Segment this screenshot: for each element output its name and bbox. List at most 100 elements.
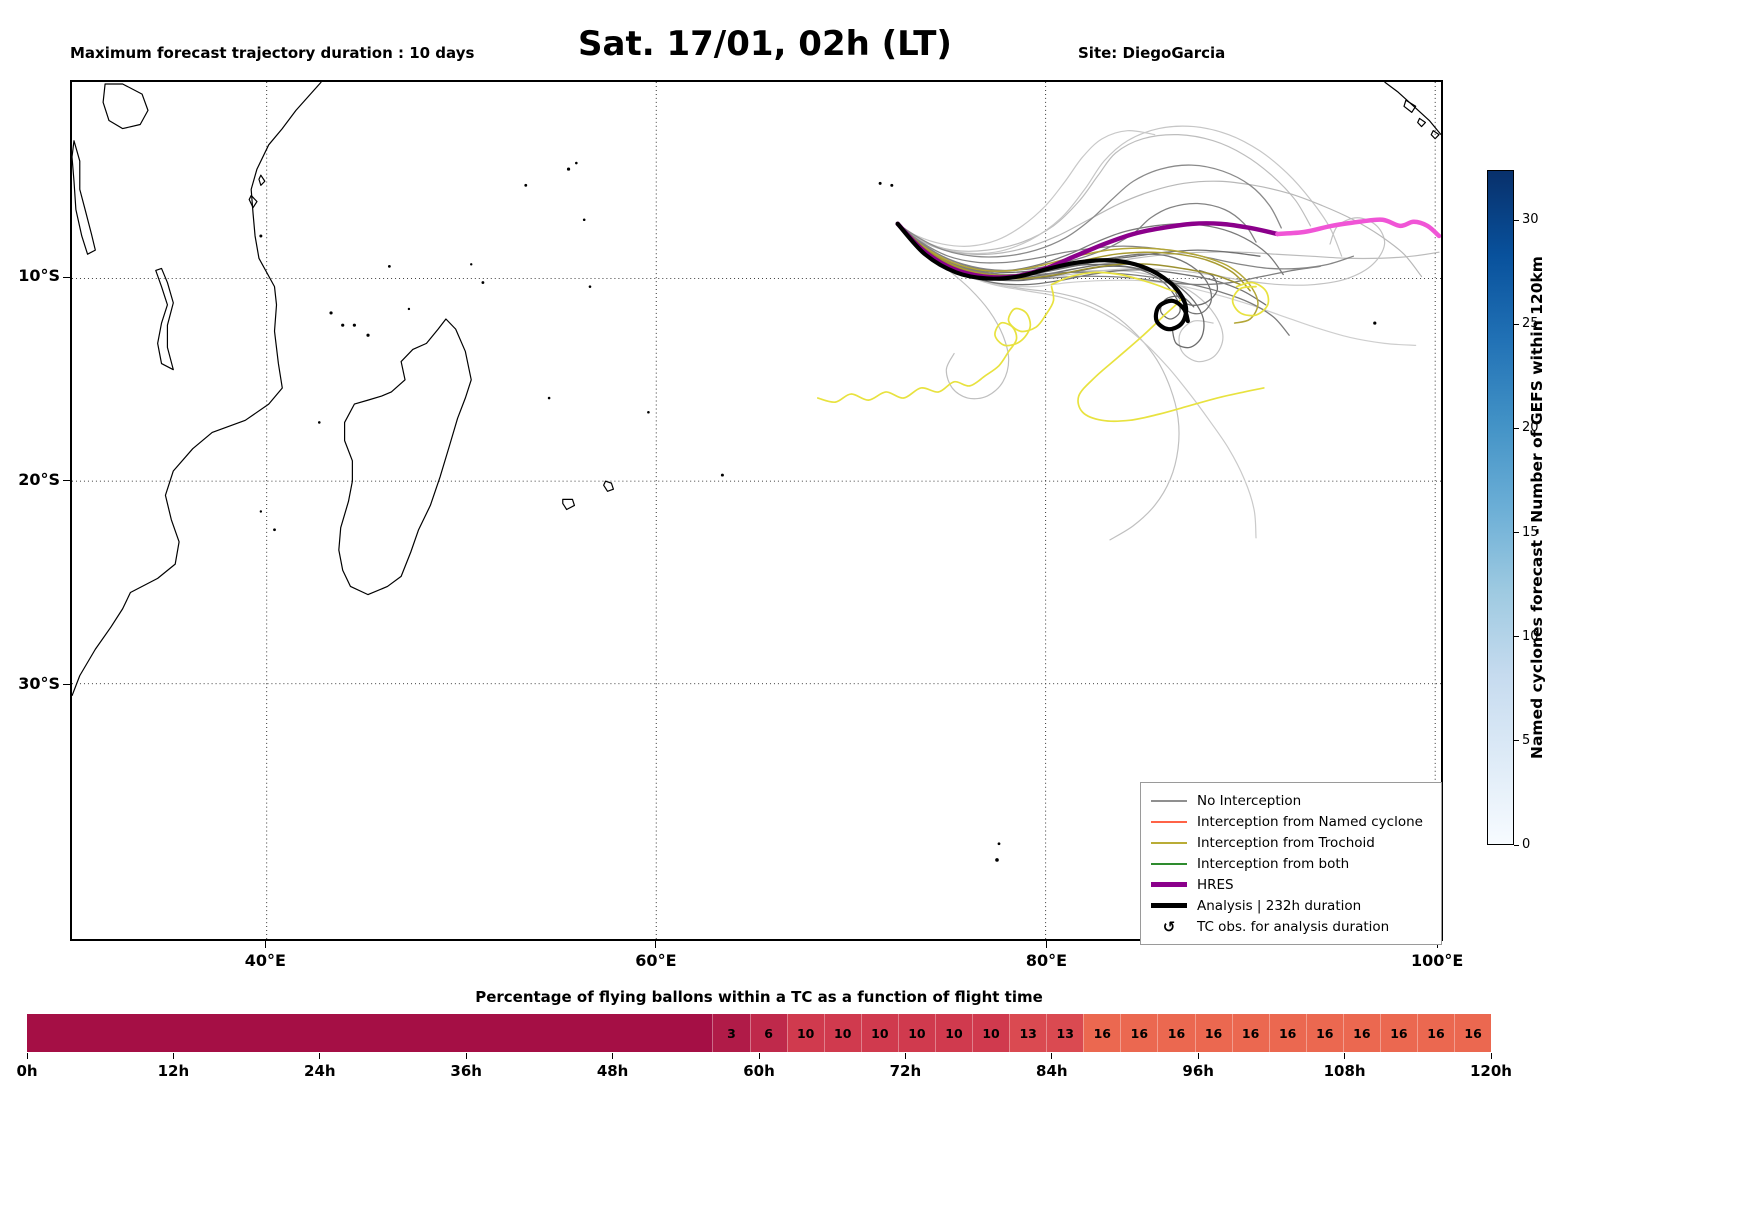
colorbar-tick-label: 30: [1522, 212, 1539, 227]
bar-segment: 10: [897, 1014, 935, 1052]
island-dot: [341, 323, 345, 327]
colorbar-tick-label: 10: [1522, 628, 1539, 644]
island-dot: [720, 473, 724, 477]
bar-segment: [63, 1014, 100, 1052]
island-dot: [407, 307, 411, 311]
island-dot: [588, 285, 592, 288]
bar-segment: 16: [1083, 1014, 1121, 1052]
legend-line-sample: [1151, 862, 1187, 865]
coastline-lake-victoria: [102, 83, 149, 130]
bar-segment: [496, 1014, 533, 1052]
figure-title: Sat. 17/01, 02h (LT): [578, 24, 952, 64]
trajectory-no-interception-light: [897, 223, 1417, 346]
legend-label: TC obs. for analysis duration: [1197, 918, 1390, 935]
colorbar-tick-label: 5: [1522, 732, 1531, 748]
colorbar-tick: [1514, 844, 1519, 846]
y-axis-tick: [63, 684, 70, 686]
bar-segment: 16: [1231, 1014, 1269, 1052]
bar-axis-tick: [1051, 1053, 1053, 1059]
bar-axis-tick: [465, 1053, 467, 1059]
bar-axis-tick: [1344, 1053, 1346, 1059]
trajectory-map-panel: No Interception Interception from Named c…: [70, 80, 1443, 945]
coastline-zanzibar: [248, 194, 258, 209]
bar-segment: 16: [1305, 1014, 1343, 1052]
bar-segment: [315, 1014, 352, 1052]
coastline-africa-east-coast: [72, 82, 322, 697]
bar-axis-tick: [319, 1053, 321, 1059]
bar-segment: 10: [823, 1014, 861, 1052]
island-dot: [878, 181, 882, 185]
bar-segment: [207, 1014, 244, 1052]
coastline-pagai: [1430, 130, 1440, 140]
tc-obs-symbol-icon: ↺: [1162, 917, 1176, 936]
legend-label: Analysis | 232h duration: [1197, 897, 1362, 914]
bar-segment: [459, 1014, 497, 1052]
bar-segment: 10: [972, 1014, 1010, 1052]
island-dot: [524, 183, 528, 187]
bar-axis-tick: [904, 1053, 906, 1059]
bar-segment: 16: [1379, 1014, 1417, 1052]
legend-line-sample: [1151, 841, 1187, 844]
legend-line-sample: [1151, 799, 1187, 802]
bar-segment: [351, 1014, 388, 1052]
legend-line-sample: [1151, 903, 1187, 908]
x-axis-tick: [1046, 941, 1048, 948]
x-axis-label: 100°E: [1410, 951, 1464, 970]
trajectory-no-interception-light: [897, 125, 1343, 257]
island-dot: [273, 528, 276, 532]
y-axis-tick: [63, 480, 70, 482]
bar-segment: 13: [1009, 1014, 1047, 1052]
trajectory-no-interception: [897, 223, 1290, 336]
colorbar-tick: [1514, 740, 1519, 742]
trajectory-trochoid-interception: [896, 223, 1259, 324]
bar-segment: 3: [712, 1014, 750, 1052]
legend-label: No Interception: [1197, 792, 1302, 809]
x-axis-tick: [264, 941, 266, 948]
bar-axis-tick: [1490, 1053, 1492, 1059]
legend-item: Interception from Named cyclone: [1151, 811, 1431, 832]
trajectory-no-interception: [897, 223, 1355, 270]
bar-segment: 16: [1342, 1014, 1380, 1052]
colorbar-tick: [1514, 219, 1519, 221]
legend-label: Interception from Trochoid: [1197, 834, 1375, 851]
legend-label: HRES: [1197, 876, 1234, 893]
island-dot: [259, 234, 263, 238]
bar-segment: 10: [860, 1014, 898, 1052]
trajectory-trochoid-interception: [896, 223, 1242, 286]
colorbar-tick: [1514, 427, 1519, 429]
bar-segment: [387, 1014, 424, 1052]
x-axis-label: 40°E: [244, 951, 286, 970]
trajectory-hres-late: [1275, 217, 1441, 239]
colorbar-tick: [1514, 323, 1519, 325]
bar-axis-label: 0h: [16, 1062, 38, 1080]
island-dot: [1373, 321, 1377, 325]
bar-segment: [243, 1014, 280, 1052]
legend-item: Interception from Trochoid: [1151, 832, 1431, 853]
x-axis-label: 80°E: [1025, 951, 1068, 970]
bar-axis-tick: [612, 1053, 614, 1059]
bar-axis-label: 12h: [157, 1062, 190, 1080]
coastline-mauritius: [603, 480, 615, 492]
legend-label: Interception from both: [1197, 855, 1350, 872]
trajectory-no-interception: [897, 164, 1282, 258]
bar-segment: 16: [1416, 1014, 1455, 1052]
bar-axis-label: 84h: [1036, 1062, 1068, 1080]
bar-segment: [27, 1014, 64, 1052]
colorbar-tick-label: 20: [1522, 420, 1539, 436]
bar-segment: 16: [1454, 1014, 1492, 1052]
legend-item: No Interception: [1151, 790, 1431, 811]
y-axis-tick: [63, 276, 70, 278]
bar-segment: 10: [786, 1014, 824, 1052]
map-legend: No Interception Interception from Named c…: [1140, 782, 1442, 945]
bar-segment: 16: [1157, 1014, 1195, 1052]
island-dot: [566, 167, 571, 171]
coastline-lake-tanganyika: [72, 140, 96, 255]
coastline-reunion: [562, 498, 576, 511]
bar-axis-tick: [172, 1053, 174, 1059]
coastline-madagascar: [338, 318, 472, 596]
bar-segment: [532, 1014, 569, 1052]
trajectory-map: [72, 82, 1441, 939]
legend-label: Interception from Named cyclone: [1197, 813, 1423, 830]
balloon-bar-title: Percentage of flying ballons within a TC…: [475, 988, 1043, 1006]
trajectory-tc-track: [1050, 271, 1265, 423]
